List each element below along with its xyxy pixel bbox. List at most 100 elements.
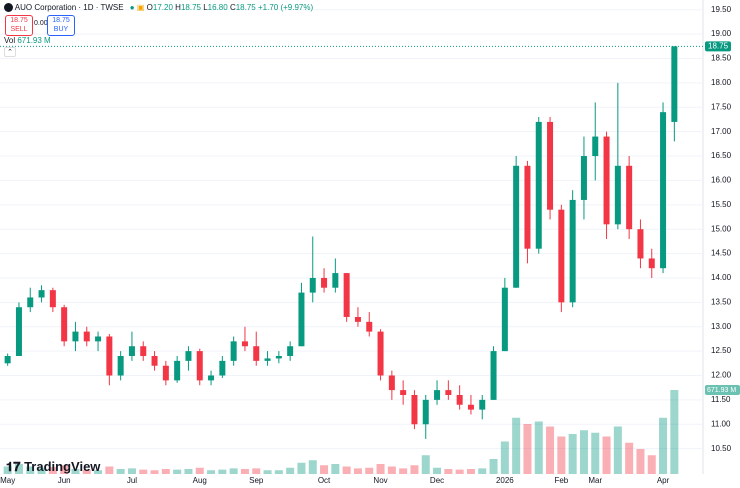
volume-bar bbox=[60, 465, 69, 474]
candle-body bbox=[140, 346, 147, 356]
candle-body bbox=[535, 121, 542, 249]
collapse-button[interactable]: ⌃ bbox=[4, 47, 16, 57]
spread: 0.00 bbox=[34, 20, 48, 27]
last-price-label: 18.75 bbox=[708, 41, 729, 50]
h-value: 18.75 bbox=[180, 3, 201, 12]
symbol-title[interactable]: AUO Corporation · 1D · TWSE bbox=[14, 3, 124, 12]
volume-bar bbox=[94, 470, 103, 474]
sell-button[interactable]: 18.75 SELL bbox=[5, 15, 33, 36]
sell-price: 18.75 bbox=[10, 17, 28, 24]
candle-body bbox=[219, 360, 226, 376]
volume-bar bbox=[184, 469, 193, 474]
candle-body bbox=[95, 336, 102, 342]
y-tick-label: 18.50 bbox=[711, 54, 732, 63]
volume-bar bbox=[410, 465, 419, 474]
volume-bar bbox=[376, 464, 385, 474]
volume-bar bbox=[591, 432, 600, 474]
volume-bar bbox=[297, 462, 306, 474]
volume-bar bbox=[240, 469, 249, 474]
volume-bar bbox=[218, 469, 227, 474]
vol-value: 671.93 M bbox=[17, 36, 51, 45]
candle-body bbox=[660, 112, 667, 269]
price-axis bbox=[703, 0, 740, 488]
x-tick-label: Apr bbox=[657, 476, 670, 485]
vol-label: Vol bbox=[4, 36, 16, 45]
volume-bar bbox=[37, 467, 46, 474]
candle-body bbox=[467, 404, 474, 410]
candle-body bbox=[580, 156, 587, 200]
candle-body bbox=[671, 46, 678, 122]
candle-body bbox=[377, 331, 384, 376]
x-tick-label: Jun bbox=[58, 476, 71, 485]
volume-bar bbox=[557, 436, 566, 474]
y-tick-label: 12.50 bbox=[711, 346, 732, 355]
volume-bar bbox=[647, 455, 656, 474]
o-label: O bbox=[146, 3, 153, 12]
x-tick-label: Feb bbox=[554, 476, 568, 485]
volume-bar bbox=[444, 469, 453, 474]
volume-bar bbox=[195, 467, 204, 474]
candle-body bbox=[524, 165, 531, 249]
volume-legend: Vol 671.93 M bbox=[4, 36, 51, 45]
volume-bar bbox=[82, 469, 91, 474]
candle-body bbox=[648, 258, 655, 269]
status-icon: ▣ bbox=[136, 3, 145, 12]
y-tick-label: 16.00 bbox=[711, 176, 732, 185]
volume-tag-label: 671.93 M bbox=[707, 387, 736, 394]
y-tick-label: 13.00 bbox=[711, 322, 732, 331]
candle-body bbox=[287, 346, 294, 356]
candle-body bbox=[354, 316, 361, 322]
volume-bar bbox=[320, 465, 329, 474]
buy-label: BUY bbox=[53, 26, 69, 33]
candle-body bbox=[61, 307, 68, 342]
volume-bar bbox=[399, 468, 408, 474]
volume-bar bbox=[229, 468, 238, 474]
candle-body bbox=[106, 336, 113, 376]
x-tick-label: Jul bbox=[127, 476, 137, 485]
volume-bar bbox=[207, 470, 216, 474]
y-tick-label: 15.00 bbox=[711, 224, 732, 233]
volume-bar bbox=[433, 467, 442, 474]
volume-bar bbox=[579, 430, 588, 474]
c-value: 18.75 bbox=[235, 3, 256, 12]
y-tick-label: 11.50 bbox=[711, 395, 731, 404]
y-tick-label: 13.50 bbox=[711, 297, 732, 306]
volume-bar bbox=[173, 469, 182, 474]
candle-body bbox=[72, 331, 79, 342]
volume-bar bbox=[500, 441, 509, 474]
y-tick-label: 11.00 bbox=[711, 419, 731, 428]
buy-button[interactable]: 18.75 BUY bbox=[47, 15, 75, 36]
candle-body bbox=[366, 321, 373, 332]
volume-bar bbox=[568, 434, 577, 474]
header: AUO Corporation · 1D · TWSE ● ▣ O17.20 H… bbox=[4, 3, 313, 13]
volume-bar bbox=[421, 455, 430, 474]
y-tick-label: 17.00 bbox=[711, 127, 732, 136]
h-label: H bbox=[175, 3, 181, 12]
volume-bar bbox=[613, 426, 622, 474]
volume-bar bbox=[534, 421, 543, 474]
y-tick-label: 18.00 bbox=[711, 78, 732, 87]
volume-bar bbox=[252, 468, 261, 474]
volume-bar bbox=[546, 426, 555, 474]
volume-bar bbox=[489, 459, 498, 474]
candle-body bbox=[264, 358, 271, 361]
y-tick-label: 10.50 bbox=[711, 444, 732, 453]
candle-body bbox=[547, 121, 554, 210]
candle-body bbox=[332, 273, 339, 288]
y-tick-label: 16.50 bbox=[711, 151, 732, 160]
candle-body bbox=[162, 365, 169, 381]
symbol-icon bbox=[4, 3, 13, 13]
volume-bar bbox=[659, 417, 668, 474]
candle-body bbox=[128, 346, 135, 356]
sell-label: SELL bbox=[10, 26, 28, 33]
volume-bar bbox=[308, 460, 317, 474]
brand-text: TradingView bbox=[24, 459, 101, 474]
o-value: 17.20 bbox=[152, 3, 173, 12]
brand-logo: 𝟏𝟕 bbox=[6, 459, 25, 474]
candle-body bbox=[185, 351, 192, 361]
volume-bar bbox=[14, 464, 23, 474]
candle-body bbox=[343, 273, 350, 317]
candle-body bbox=[196, 351, 203, 381]
candle-body bbox=[208, 375, 215, 381]
last-price-tag bbox=[705, 41, 731, 52]
